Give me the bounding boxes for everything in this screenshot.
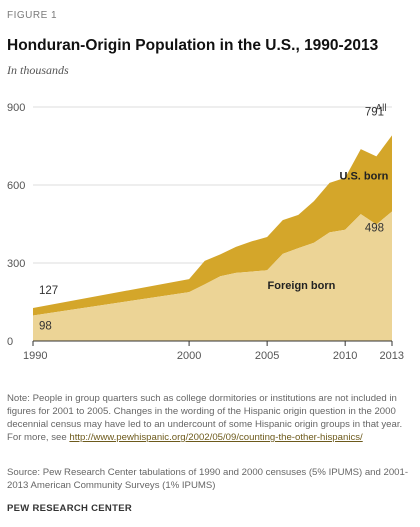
data-label: 127	[39, 285, 58, 297]
x-tick-label: 2000	[177, 350, 201, 362]
organization-name: PEW RESEARCH CENTER	[7, 503, 132, 514]
y-tick-label: 900	[7, 102, 25, 114]
data-label: 98	[39, 321, 52, 333]
x-tick-label: 2005	[255, 350, 279, 362]
area-chart: 0 300 600 900 1990 2000 2005 2010 2013 U.S. bor…	[7, 102, 404, 362]
y-tick-label: 600	[7, 180, 25, 192]
data-label: 498	[365, 223, 384, 235]
foreign-born-area	[33, 211, 392, 341]
chart-note: Note: People in group quarters such as c…	[7, 392, 412, 444]
chart-areas	[33, 135, 392, 342]
y-tick-label: 0	[7, 336, 13, 348]
x-tick-label: 2010	[333, 350, 357, 362]
chart-labels: U.S. born Foreign born All 127 98 791 498	[39, 103, 389, 333]
y-tick-label: 300	[7, 258, 25, 270]
series-label-all: All	[376, 103, 387, 114]
figure-label: FIGURE 1	[7, 10, 58, 21]
chart-source: Source: Pew Research Center tabulations …	[7, 467, 409, 491]
x-tick-label: 2013	[380, 350, 404, 362]
y-axis: 0 300 600 900	[7, 102, 25, 348]
chart-title: Honduran-Origin Population in the U.S., …	[7, 37, 379, 54]
data-label: 791	[365, 106, 384, 118]
series-label-foreign-born: Foreign born	[268, 280, 336, 292]
chart-subtitle: In thousands	[7, 63, 69, 77]
x-tick-label: 1990	[23, 350, 47, 362]
us-born-area	[33, 135, 392, 316]
series-label-us-born: U.S. born	[339, 170, 388, 182]
x-axis: 1990 2000 2005 2010 2013	[23, 341, 404, 362]
note-text: Note: People in group quarters such as c…	[7, 393, 403, 443]
note-link[interactable]: http://www.pewhispanic.org/2002/05/09/co…	[69, 432, 363, 443]
